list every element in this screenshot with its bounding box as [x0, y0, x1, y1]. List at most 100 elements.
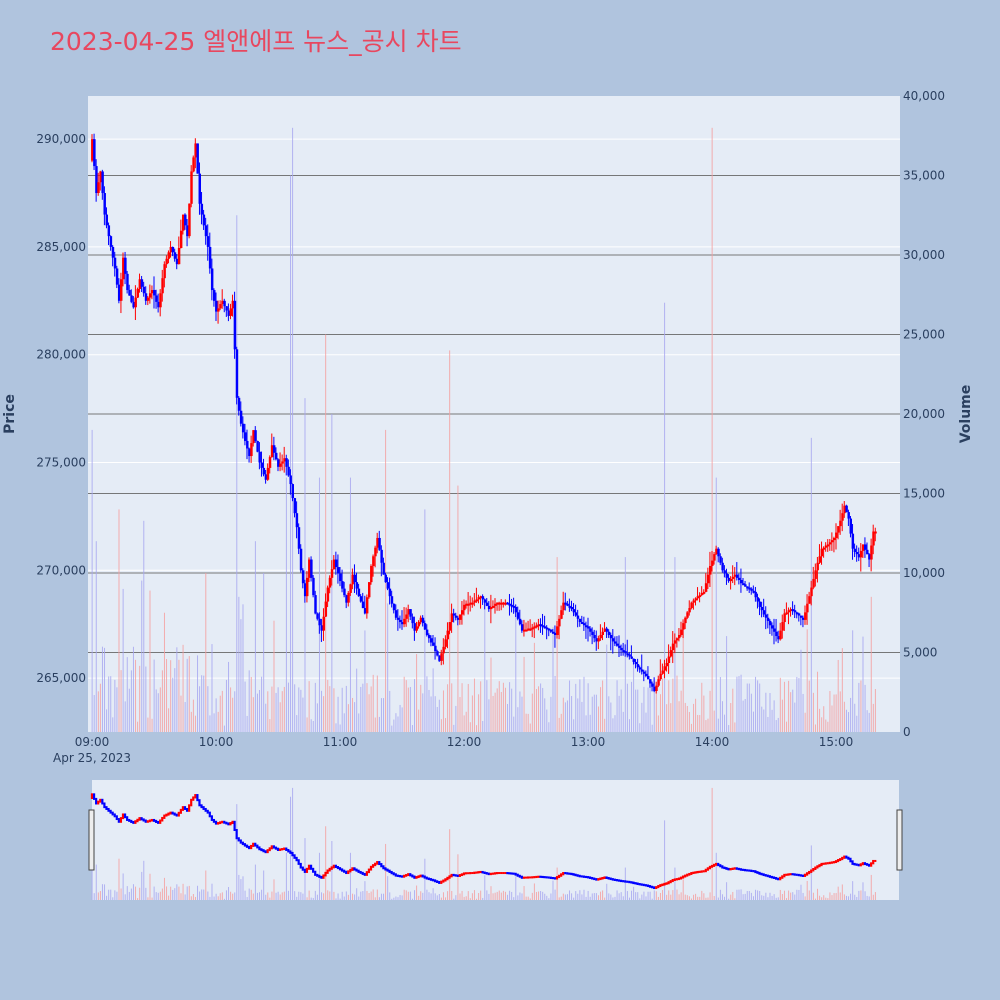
mini-volume-bar: [354, 894, 356, 900]
candle-body: [771, 625, 774, 629]
volume-bar: [124, 701, 126, 732]
mini-volume-bar: [690, 898, 692, 900]
volume-tick-label: 25,000: [903, 328, 945, 342]
volume-bar: [418, 709, 420, 732]
mini-volume-bar: [302, 893, 304, 900]
volume-bar: [579, 679, 581, 732]
volume-bar: [139, 665, 141, 732]
volume-bar: [149, 590, 151, 732]
candle-body: [361, 601, 365, 609]
candle-body: [502, 602, 505, 605]
candle-body: [539, 624, 542, 627]
candle-body: [256, 440, 259, 452]
candle-body: [686, 612, 689, 618]
price-tick-label: 270,000: [36, 563, 86, 577]
candle-body: [841, 513, 844, 521]
range-slider-right-handle[interactable]: [896, 809, 903, 871]
range-slider[interactable]: [92, 780, 899, 900]
mini-volume-bar: [825, 897, 827, 900]
mini-volume-bar: [376, 889, 378, 900]
candle-body: [244, 432, 247, 441]
candle-body: [432, 642, 435, 646]
volume-bar: [333, 688, 335, 732]
mini-volume-bar: [438, 894, 440, 900]
candle-body: [423, 623, 427, 630]
volume-bar: [695, 698, 697, 732]
mini-volume-bar: [223, 898, 225, 900]
volume-bar: [126, 657, 128, 732]
volume-bar: [387, 603, 389, 732]
volume-bar: [143, 520, 145, 732]
range-slider-left-handle[interactable]: [88, 809, 95, 871]
volume-bar: [141, 580, 143, 732]
candle-body: [260, 462, 263, 468]
volume-bar: [341, 687, 343, 732]
volume-bar: [850, 697, 852, 732]
candle-body: [444, 639, 447, 647]
mini-volume-bar: [841, 884, 843, 900]
mini-volume-bar: [767, 897, 769, 900]
candle-body: [675, 638, 679, 641]
mini-volume-bar: [521, 893, 523, 900]
candle-body: [706, 574, 710, 584]
volume-bar: [569, 680, 571, 732]
mini-volume-bar: [806, 880, 808, 900]
volume-bar: [742, 700, 744, 732]
mini-volume-bar: [335, 898, 337, 900]
volume-bar: [604, 718, 606, 732]
volume-bar: [352, 697, 354, 732]
volume-bar: [622, 711, 624, 732]
mini-volume-bar: [407, 891, 409, 900]
mini-volume-bar: [416, 885, 418, 900]
volume-bar: [265, 703, 267, 732]
volume-bar: [128, 688, 130, 732]
mini-volume-bar: [292, 787, 294, 900]
candle-body: [287, 466, 290, 476]
candle-body: [868, 554, 871, 560]
candle-body: [258, 451, 261, 463]
volume-bar: [538, 686, 540, 732]
candle-body: [700, 592, 704, 596]
candle-body: [246, 440, 249, 449]
volume-bar: [560, 713, 562, 732]
candle-body: [120, 279, 123, 301]
mini-volume-bar: [106, 895, 108, 900]
mini-volume-bar: [752, 896, 754, 900]
candle-body: [105, 214, 108, 226]
volume-bar: [544, 698, 546, 732]
candle-body: [647, 675, 650, 680]
volume-bar: [254, 541, 256, 732]
candle-body: [194, 143, 197, 158]
candle-body: [184, 214, 187, 226]
candle-body: [268, 457, 272, 468]
volume-axis: 0 5,000 10,000 15,000 20,000 25,000 30,000 35,0…: [903, 89, 945, 739]
volume-bar: [403, 676, 405, 732]
mini-volume-bar: [403, 889, 405, 900]
mini-volume-bar: [161, 888, 163, 900]
volume-bar: [529, 723, 531, 732]
mini-volume-bar: [261, 889, 263, 900]
mini-volume-bar: [715, 852, 717, 900]
volume-bar: [841, 648, 843, 732]
volume-tick-label: 15,000: [903, 487, 945, 501]
candle-body: [861, 544, 865, 551]
volume-bar: [335, 723, 337, 732]
candle-body: [277, 459, 280, 467]
volume-bar: [397, 716, 399, 732]
mini-volume-bar: [571, 893, 573, 900]
mini-volume-bar: [211, 883, 213, 900]
candle-body: [520, 624, 524, 631]
mini-volume-bar: [339, 898, 341, 900]
candle-body: [250, 443, 253, 457]
volume-bar: [686, 705, 688, 732]
candle-body: [719, 556, 722, 563]
volume-bar: [874, 689, 876, 732]
volume-bar: [571, 696, 573, 732]
candle-body: [107, 225, 111, 237]
candle-body: [192, 157, 195, 172]
mini-volume-bar: [203, 889, 205, 900]
candle-body: [394, 610, 398, 618]
candle-body: [148, 293, 152, 298]
candle-body: [347, 592, 350, 603]
volume-bar: [238, 596, 240, 732]
